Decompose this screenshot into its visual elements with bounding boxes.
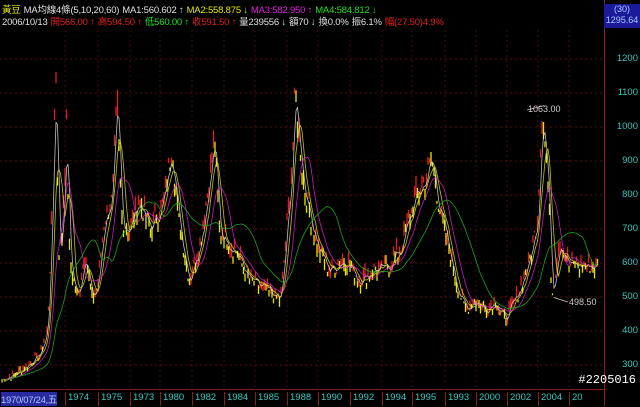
header-field: 額70 ↓ xyxy=(288,17,316,28)
y-tick-label: 900 xyxy=(622,155,638,166)
time-axis xyxy=(0,389,604,407)
header-field: 幅(27.50)4.9% xyxy=(384,17,444,28)
header-field: 收591.50 ↑ xyxy=(192,17,237,28)
y-tick-label: 600 xyxy=(622,257,638,268)
price-chart[interactable] xyxy=(0,0,604,389)
header-field: 低560.00 ↑ xyxy=(144,17,190,28)
x-tick-label: 1994 xyxy=(382,392,406,406)
y-tick-label: 500 xyxy=(622,291,638,302)
axis-max-value: 1295.64 xyxy=(605,15,639,25)
x-tick-label: 1993 xyxy=(445,392,469,406)
y-tick-label: 800 xyxy=(622,189,638,200)
y-tick-label: 700 xyxy=(622,223,638,234)
low-annotation-leader xyxy=(553,297,569,303)
x-tick-label: 1985 xyxy=(255,392,279,406)
indicator-header: 黃豆 MA均線4條(5,10,20,60) MA1:560.602 ↑ MA2:558… xyxy=(2,2,380,16)
y-tick-label: 1200 xyxy=(616,53,638,64)
x-tick-label: 1992 xyxy=(350,392,374,406)
header-field: 量239556 ↓ xyxy=(239,17,286,28)
high-annotation: 1063.00 xyxy=(528,104,561,114)
x-tick-label: 1970/07/24,五 xyxy=(1,392,57,406)
y-tick-label: 300 xyxy=(622,359,638,370)
x-tick-label: 2000 xyxy=(476,392,500,406)
x-tick-label: 1980 xyxy=(160,392,184,406)
ma3-line xyxy=(1,156,598,381)
x-tick-label: 1975 xyxy=(98,392,122,406)
x-tick-label: 1988 xyxy=(287,392,311,406)
x-tick-label: 1973 xyxy=(130,392,154,406)
x-tick-label: 2004 xyxy=(538,392,562,406)
x-tick-label: 20 xyxy=(569,392,583,406)
x-tick-label: 2002 xyxy=(507,392,531,406)
header-field: MA2:558.875 ↓ xyxy=(186,5,249,16)
ma1-line xyxy=(1,107,598,381)
axis-top-box: (30) 1295.64 xyxy=(604,4,640,28)
low-annotation: 498.50 xyxy=(569,297,597,307)
header-field: 黃豆 xyxy=(2,5,21,16)
header-field: 振6.1% xyxy=(351,17,382,28)
header-field: MA3:582.950 ↑ xyxy=(250,5,313,16)
price-axis xyxy=(604,0,640,406)
x-tick-label: 1990 xyxy=(318,392,342,406)
y-tick-label: 400 xyxy=(622,325,638,336)
y-tick-label: 1000 xyxy=(616,121,638,132)
ma4-line xyxy=(1,199,598,381)
x-tick-label: 1982 xyxy=(192,392,216,406)
header-field: 高594.50 ↑ xyxy=(97,17,142,28)
x-tick-label: 1984 xyxy=(224,392,248,406)
x-tick-label: 1995 xyxy=(412,392,436,406)
header-field: 開566.00 ↑ xyxy=(50,17,95,28)
header-field: MA1:560.602 ↑ xyxy=(122,5,184,16)
header-field: MA4:584.812 ↓ xyxy=(315,5,377,16)
quote-header: 2006/10/13 開566.00 ↑ 高594.50 ↑ 低560.00 ↑ 收59… xyxy=(2,14,447,28)
header-field: 換0.0% xyxy=(318,17,349,28)
header-field: 2006/10/13 xyxy=(2,17,48,28)
x-tick-label: 1974 xyxy=(65,392,89,406)
ma2-line xyxy=(1,124,598,381)
y-tick-label: 1100 xyxy=(617,87,638,98)
header-field: MA均線4條(5,10,20,60) xyxy=(23,5,120,16)
period-label: (30) xyxy=(613,4,630,14)
watermark: #2205016 xyxy=(578,373,636,387)
high-annotation-leader xyxy=(526,105,545,111)
